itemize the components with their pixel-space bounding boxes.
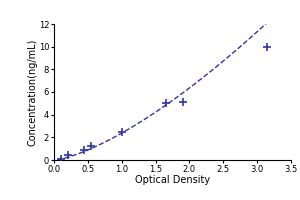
- X-axis label: Optical Density: Optical Density: [135, 175, 210, 185]
- Y-axis label: Concentration(ng/mL): Concentration(ng/mL): [27, 38, 37, 146]
